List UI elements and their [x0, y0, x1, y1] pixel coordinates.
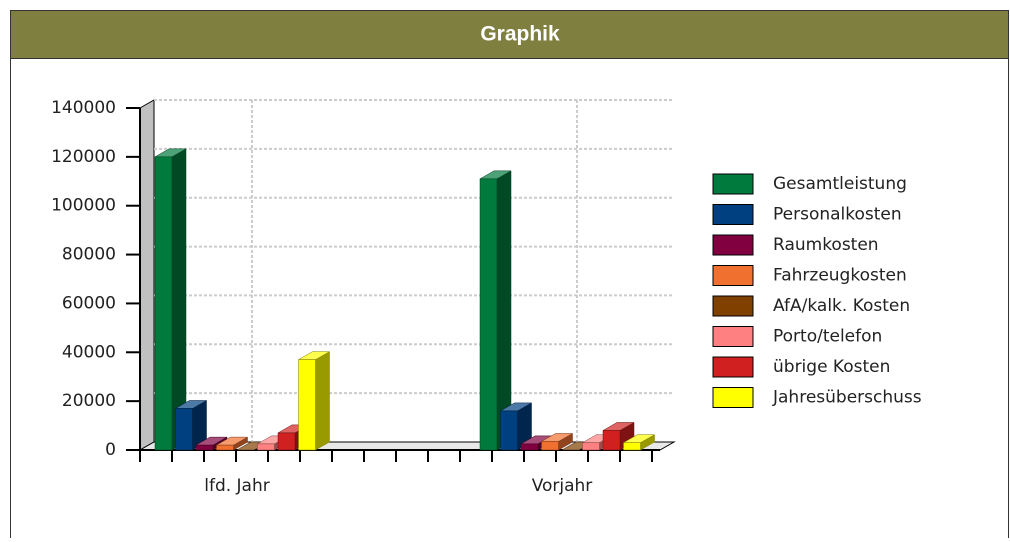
bar	[582, 442, 600, 451]
y-tick-label: 40000	[62, 342, 116, 362]
legend-swatch	[712, 265, 754, 286]
bar-side	[315, 351, 330, 451]
legend-swatch	[712, 173, 754, 195]
bar	[257, 443, 275, 451]
bar	[277, 432, 296, 451]
y-tick-label: 80000	[62, 245, 116, 265]
bar	[154, 156, 173, 451]
y-tick-label: 20000	[62, 391, 116, 411]
y-tick-label: 120000	[51, 147, 116, 167]
legend-swatch	[712, 326, 754, 347]
legend-label: Raumkosten	[773, 235, 879, 255]
legend-label: übrige Kosten	[773, 357, 890, 377]
bar	[623, 442, 641, 451]
legend-swatch	[712, 387, 754, 408]
y-tick-label: 60000	[62, 293, 116, 313]
legend-swatch	[712, 295, 754, 317]
bar	[175, 408, 193, 451]
legend-swatch	[712, 204, 754, 225]
legend-label: Personalkosten	[773, 205, 902, 225]
chart-title: Graphik	[480, 23, 560, 46]
header-bar	[10, 10, 1009, 59]
y-tick-label: 0	[105, 440, 116, 460]
legend-label: Porto/telefon	[773, 327, 882, 347]
x-tick-label: Vorjahr	[532, 476, 593, 496]
y-tick-label: 100000	[51, 196, 116, 216]
bar	[541, 441, 559, 451]
y-tick-label: 140000	[51, 98, 116, 118]
legend-label: AfA/kalk. Kosten	[773, 296, 910, 316]
bar	[479, 178, 498, 451]
legend-label: Fahrzeugkosten	[773, 266, 907, 286]
legend-label: Gesamtleistung	[773, 174, 907, 194]
legend-swatch	[712, 234, 754, 256]
plot: 0 20000 40000 60000 80000 100000 120000 140000 l…	[51, 98, 922, 496]
bar	[500, 410, 518, 451]
x-tick-label: lfd. Jahr	[204, 476, 270, 496]
bar	[602, 430, 621, 451]
legend-swatch	[712, 356, 754, 378]
bar	[195, 444, 214, 451]
side-wall	[139, 99, 155, 451]
legend-label: Jahresüberschuss	[772, 388, 922, 408]
bar	[298, 359, 316, 451]
bar	[520, 443, 539, 451]
bar	[216, 444, 234, 451]
